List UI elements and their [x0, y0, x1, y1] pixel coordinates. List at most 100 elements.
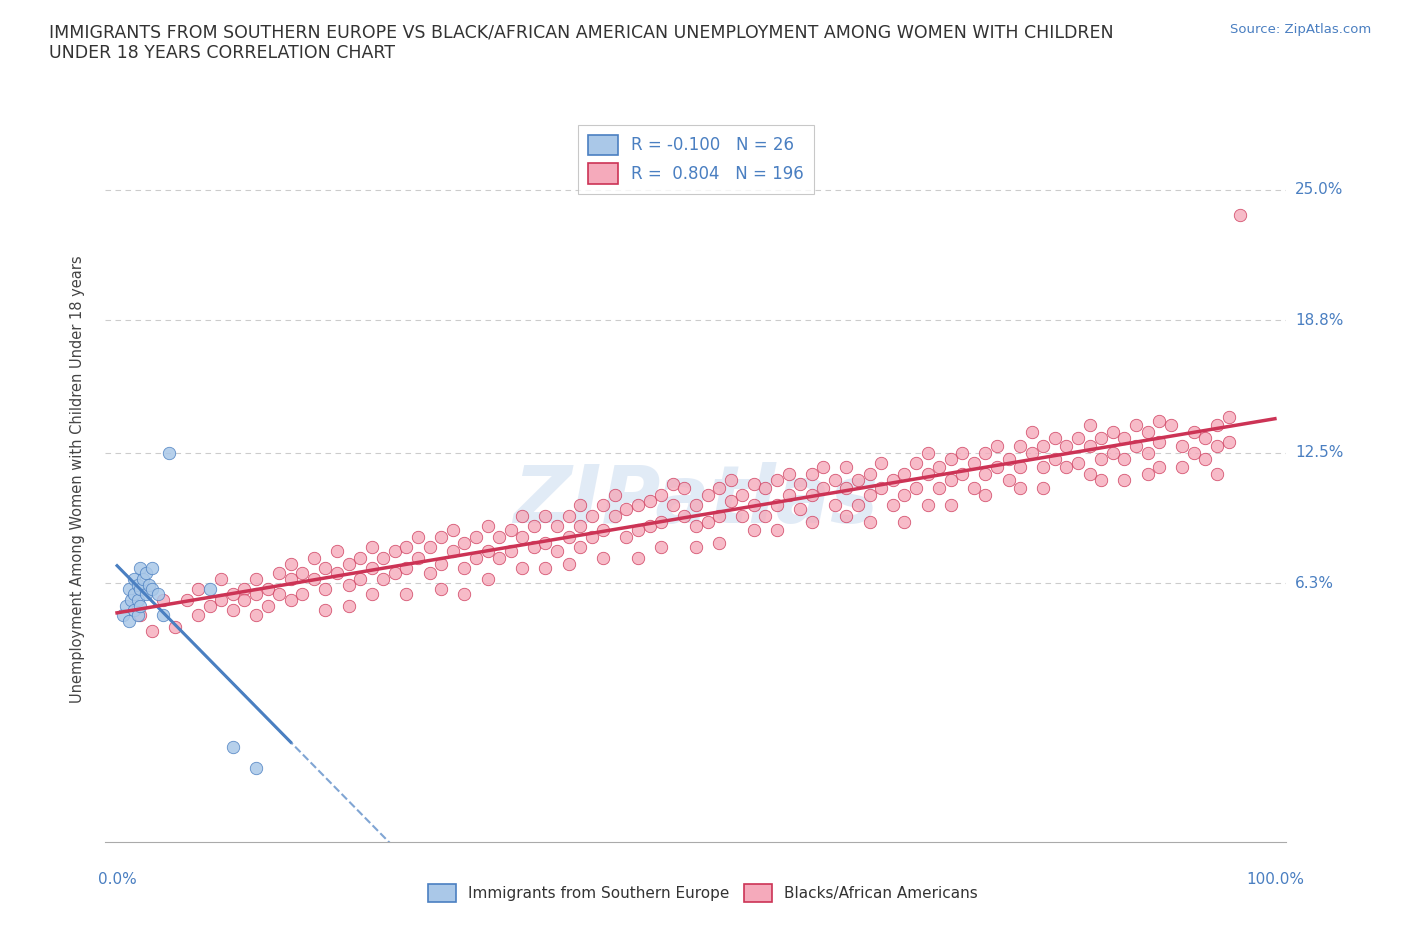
Point — [1182, 445, 1205, 460]
Text: 12.5%: 12.5% — [1295, 445, 1343, 460]
Point — [1114, 431, 1136, 445]
Point — [742, 477, 765, 492]
Point — [384, 544, 406, 559]
Point — [395, 561, 418, 576]
Text: 18.8%: 18.8% — [1295, 312, 1343, 327]
Point — [477, 544, 499, 559]
Point — [904, 456, 927, 471]
Point — [870, 481, 893, 496]
Point — [141, 561, 163, 576]
Point — [986, 460, 1008, 475]
Point — [813, 460, 835, 475]
Point — [176, 592, 198, 607]
Point — [1078, 466, 1101, 481]
Point — [974, 466, 997, 481]
Point — [146, 586, 169, 601]
Point — [766, 498, 789, 512]
Point — [778, 466, 800, 481]
Point — [800, 466, 823, 481]
Point — [187, 607, 209, 622]
Point — [419, 565, 441, 580]
Point — [534, 509, 557, 524]
Point — [1136, 445, 1159, 460]
Point — [314, 582, 336, 597]
Point — [939, 452, 962, 467]
Point — [546, 519, 568, 534]
Point — [882, 498, 904, 512]
Point — [603, 509, 626, 524]
Point — [742, 523, 765, 538]
Point — [546, 544, 568, 559]
Point — [1101, 445, 1123, 460]
Point — [835, 481, 858, 496]
Point — [731, 487, 754, 502]
Point — [419, 539, 441, 554]
Point — [650, 514, 672, 529]
Point — [510, 561, 533, 576]
Point — [430, 557, 453, 572]
Point — [754, 481, 776, 496]
Point — [124, 571, 146, 586]
Point — [685, 539, 707, 554]
Point — [349, 551, 371, 565]
Point — [1078, 439, 1101, 454]
Point — [696, 514, 718, 529]
Point — [245, 571, 267, 586]
Point — [127, 592, 149, 607]
Point — [997, 452, 1019, 467]
Point — [453, 536, 475, 551]
Point — [650, 539, 672, 554]
Point — [800, 514, 823, 529]
Point — [302, 551, 325, 565]
Point — [835, 460, 858, 475]
Point — [581, 509, 603, 524]
Point — [499, 544, 522, 559]
Point — [384, 565, 406, 580]
Point — [222, 739, 245, 754]
Point — [592, 551, 614, 565]
Point — [534, 561, 557, 576]
Point — [1090, 452, 1112, 467]
Point — [326, 565, 349, 580]
Point — [1101, 424, 1123, 439]
Point — [638, 494, 661, 509]
Point — [395, 539, 418, 554]
Text: 100.0%: 100.0% — [1246, 872, 1303, 887]
Point — [859, 514, 882, 529]
Point — [138, 578, 160, 592]
Point — [163, 619, 186, 634]
Point — [523, 539, 546, 554]
Point — [893, 514, 915, 529]
Point — [1206, 418, 1229, 432]
Point — [1147, 460, 1170, 475]
Point — [117, 582, 139, 597]
Point — [152, 607, 174, 622]
Point — [453, 561, 475, 576]
Point — [523, 519, 546, 534]
Point — [1010, 481, 1032, 496]
Point — [256, 599, 278, 614]
Point — [135, 586, 157, 601]
Point — [337, 557, 360, 572]
Point — [1125, 418, 1147, 432]
Point — [731, 509, 754, 524]
Point — [269, 586, 291, 601]
Point — [245, 761, 267, 776]
Point — [395, 586, 418, 601]
Point — [1032, 460, 1054, 475]
Point — [124, 586, 146, 601]
Point — [111, 607, 134, 622]
Point — [488, 551, 510, 565]
Point — [441, 544, 464, 559]
Point — [314, 561, 336, 576]
Point — [360, 539, 382, 554]
Point — [928, 481, 950, 496]
Point — [1056, 460, 1078, 475]
Point — [1056, 439, 1078, 454]
Point — [824, 472, 846, 487]
Point — [627, 498, 650, 512]
Point — [950, 466, 973, 481]
Point — [707, 509, 730, 524]
Point — [557, 557, 579, 572]
Point — [129, 582, 152, 597]
